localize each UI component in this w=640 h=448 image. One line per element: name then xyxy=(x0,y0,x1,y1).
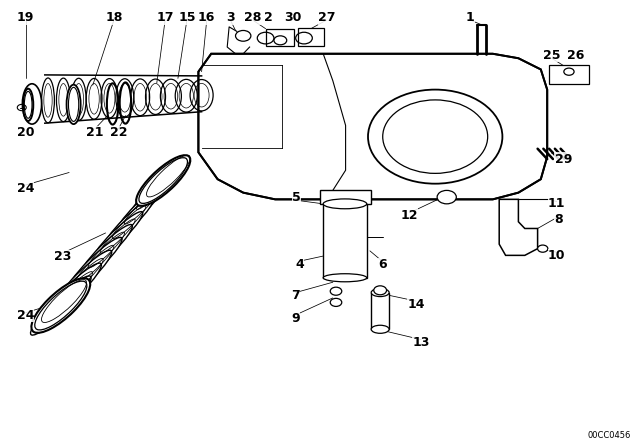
Text: 7: 7 xyxy=(291,289,300,302)
Ellipse shape xyxy=(67,85,81,124)
Circle shape xyxy=(368,90,502,184)
Ellipse shape xyxy=(93,211,143,261)
Text: 30: 30 xyxy=(284,11,302,25)
Ellipse shape xyxy=(323,274,367,282)
Ellipse shape xyxy=(371,325,389,333)
Text: 25: 25 xyxy=(543,49,561,62)
Circle shape xyxy=(564,68,574,75)
Ellipse shape xyxy=(31,278,90,333)
Ellipse shape xyxy=(118,186,163,231)
Bar xyxy=(371,293,389,329)
Ellipse shape xyxy=(371,289,389,297)
Text: 6: 6 xyxy=(378,258,387,271)
Text: 13: 13 xyxy=(412,336,430,349)
Text: 26: 26 xyxy=(567,49,585,62)
Text: 3: 3 xyxy=(226,11,235,25)
Ellipse shape xyxy=(43,263,101,320)
Polygon shape xyxy=(499,199,538,255)
Circle shape xyxy=(374,286,387,295)
Text: 11: 11 xyxy=(548,197,566,211)
Text: 27: 27 xyxy=(317,11,335,25)
Text: 24: 24 xyxy=(17,309,35,323)
Text: 22: 22 xyxy=(109,125,127,139)
Text: 8: 8 xyxy=(554,213,563,226)
Text: 17: 17 xyxy=(156,11,174,25)
Text: 20: 20 xyxy=(17,125,35,139)
Text: 4: 4 xyxy=(295,258,304,271)
Text: 24: 24 xyxy=(17,181,35,195)
Ellipse shape xyxy=(23,89,33,121)
Text: 9: 9 xyxy=(291,311,300,325)
Ellipse shape xyxy=(31,276,91,335)
Ellipse shape xyxy=(130,173,173,216)
Text: 19: 19 xyxy=(17,11,35,25)
Bar xyxy=(266,29,294,46)
Bar xyxy=(298,28,324,46)
Text: 21: 21 xyxy=(86,125,104,139)
Text: 00CC0456: 00CC0456 xyxy=(587,431,630,440)
Bar xyxy=(549,65,589,84)
Text: 10: 10 xyxy=(548,249,566,262)
Text: 29: 29 xyxy=(554,152,572,166)
Ellipse shape xyxy=(323,199,367,209)
Text: 14: 14 xyxy=(407,298,425,311)
Circle shape xyxy=(437,190,456,204)
Circle shape xyxy=(330,298,342,306)
Text: 2: 2 xyxy=(264,11,273,25)
Ellipse shape xyxy=(142,160,184,201)
Circle shape xyxy=(330,287,342,295)
Polygon shape xyxy=(198,54,547,199)
Circle shape xyxy=(538,245,548,252)
Ellipse shape xyxy=(136,155,190,206)
Text: 23: 23 xyxy=(54,250,72,263)
Ellipse shape xyxy=(105,199,153,246)
Ellipse shape xyxy=(80,224,132,276)
Text: 28: 28 xyxy=(244,11,262,25)
Ellipse shape xyxy=(56,250,112,305)
Ellipse shape xyxy=(68,237,122,290)
Bar xyxy=(323,204,367,278)
Bar xyxy=(320,190,371,204)
Text: 5: 5 xyxy=(292,190,301,204)
Text: 1: 1 xyxy=(466,11,475,25)
Text: 12: 12 xyxy=(401,208,419,222)
Text: 18: 18 xyxy=(105,11,123,25)
Text: 15: 15 xyxy=(178,11,196,25)
Text: 16: 16 xyxy=(198,11,216,25)
